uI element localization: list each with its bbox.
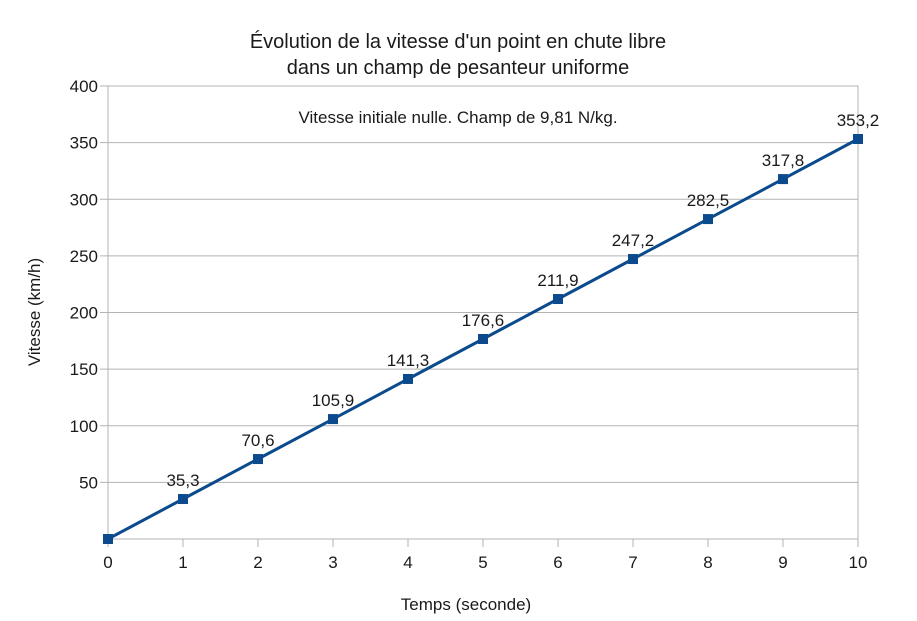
y-tick-label: 100 bbox=[70, 417, 98, 436]
data-point bbox=[103, 534, 113, 544]
y-tick-label: 250 bbox=[70, 247, 98, 266]
plot-area: 50 100 150 200 250 300 350 400 0 1 2 3 4 5 6 7 8 9 10 35,3 7… bbox=[70, 77, 880, 572]
data-label: 70,6 bbox=[241, 431, 274, 450]
y-tick-label: 350 bbox=[70, 134, 98, 153]
x-tick-label: 6 bbox=[553, 553, 562, 572]
y-tick-label: 50 bbox=[79, 473, 98, 492]
chart-title-line-2: dans un champ de pesanteur uniforme bbox=[287, 57, 629, 79]
x-tick-label: 0 bbox=[103, 553, 112, 572]
data-label: 247,2 bbox=[612, 231, 655, 250]
data-point bbox=[778, 174, 788, 185]
data-label: 176,6 bbox=[462, 311, 505, 330]
x-tick-label: 10 bbox=[849, 553, 868, 572]
data-point bbox=[178, 494, 188, 505]
y-tick-label: 200 bbox=[70, 304, 98, 323]
data-label: 105,9 bbox=[312, 391, 355, 410]
data-label: 282,5 bbox=[687, 191, 730, 210]
data-point bbox=[628, 254, 638, 265]
y-tick-label: 400 bbox=[70, 77, 98, 96]
y-axis-title: Vitesse (km/h) bbox=[25, 258, 44, 366]
data-label: 141,3 bbox=[387, 351, 430, 370]
x-tick-label: 4 bbox=[403, 553, 412, 572]
data-label: 353,2 bbox=[837, 111, 880, 130]
data-point bbox=[478, 334, 488, 345]
x-tick-label: 8 bbox=[703, 553, 712, 572]
data-label: 317,8 bbox=[762, 151, 805, 170]
x-axis-title: Temps (seconde) bbox=[401, 595, 531, 614]
chart-title-line-1: Évolution de la vitesse d'un point en ch… bbox=[250, 30, 666, 53]
x-tick-label: 7 bbox=[628, 553, 637, 572]
chart-annotation: Vitesse initiale nulle. Champ de 9,81 N/… bbox=[298, 108, 617, 127]
x-tick-label: 5 bbox=[478, 553, 487, 572]
data-point bbox=[703, 214, 713, 225]
data-label: 211,9 bbox=[537, 271, 578, 290]
data-point bbox=[853, 134, 863, 145]
data-point bbox=[328, 414, 338, 425]
x-tick-label: 1 bbox=[178, 553, 187, 572]
y-tick-label: 150 bbox=[70, 360, 98, 379]
data-point bbox=[553, 294, 563, 305]
data-label: 35,3 bbox=[166, 471, 199, 490]
data-point bbox=[253, 454, 263, 465]
data-point bbox=[403, 373, 413, 384]
y-tick-label: 300 bbox=[70, 190, 98, 209]
x-tick-label: 2 bbox=[253, 553, 262, 572]
x-tick-label: 9 bbox=[778, 553, 787, 572]
x-tick-label: 3 bbox=[328, 553, 337, 572]
